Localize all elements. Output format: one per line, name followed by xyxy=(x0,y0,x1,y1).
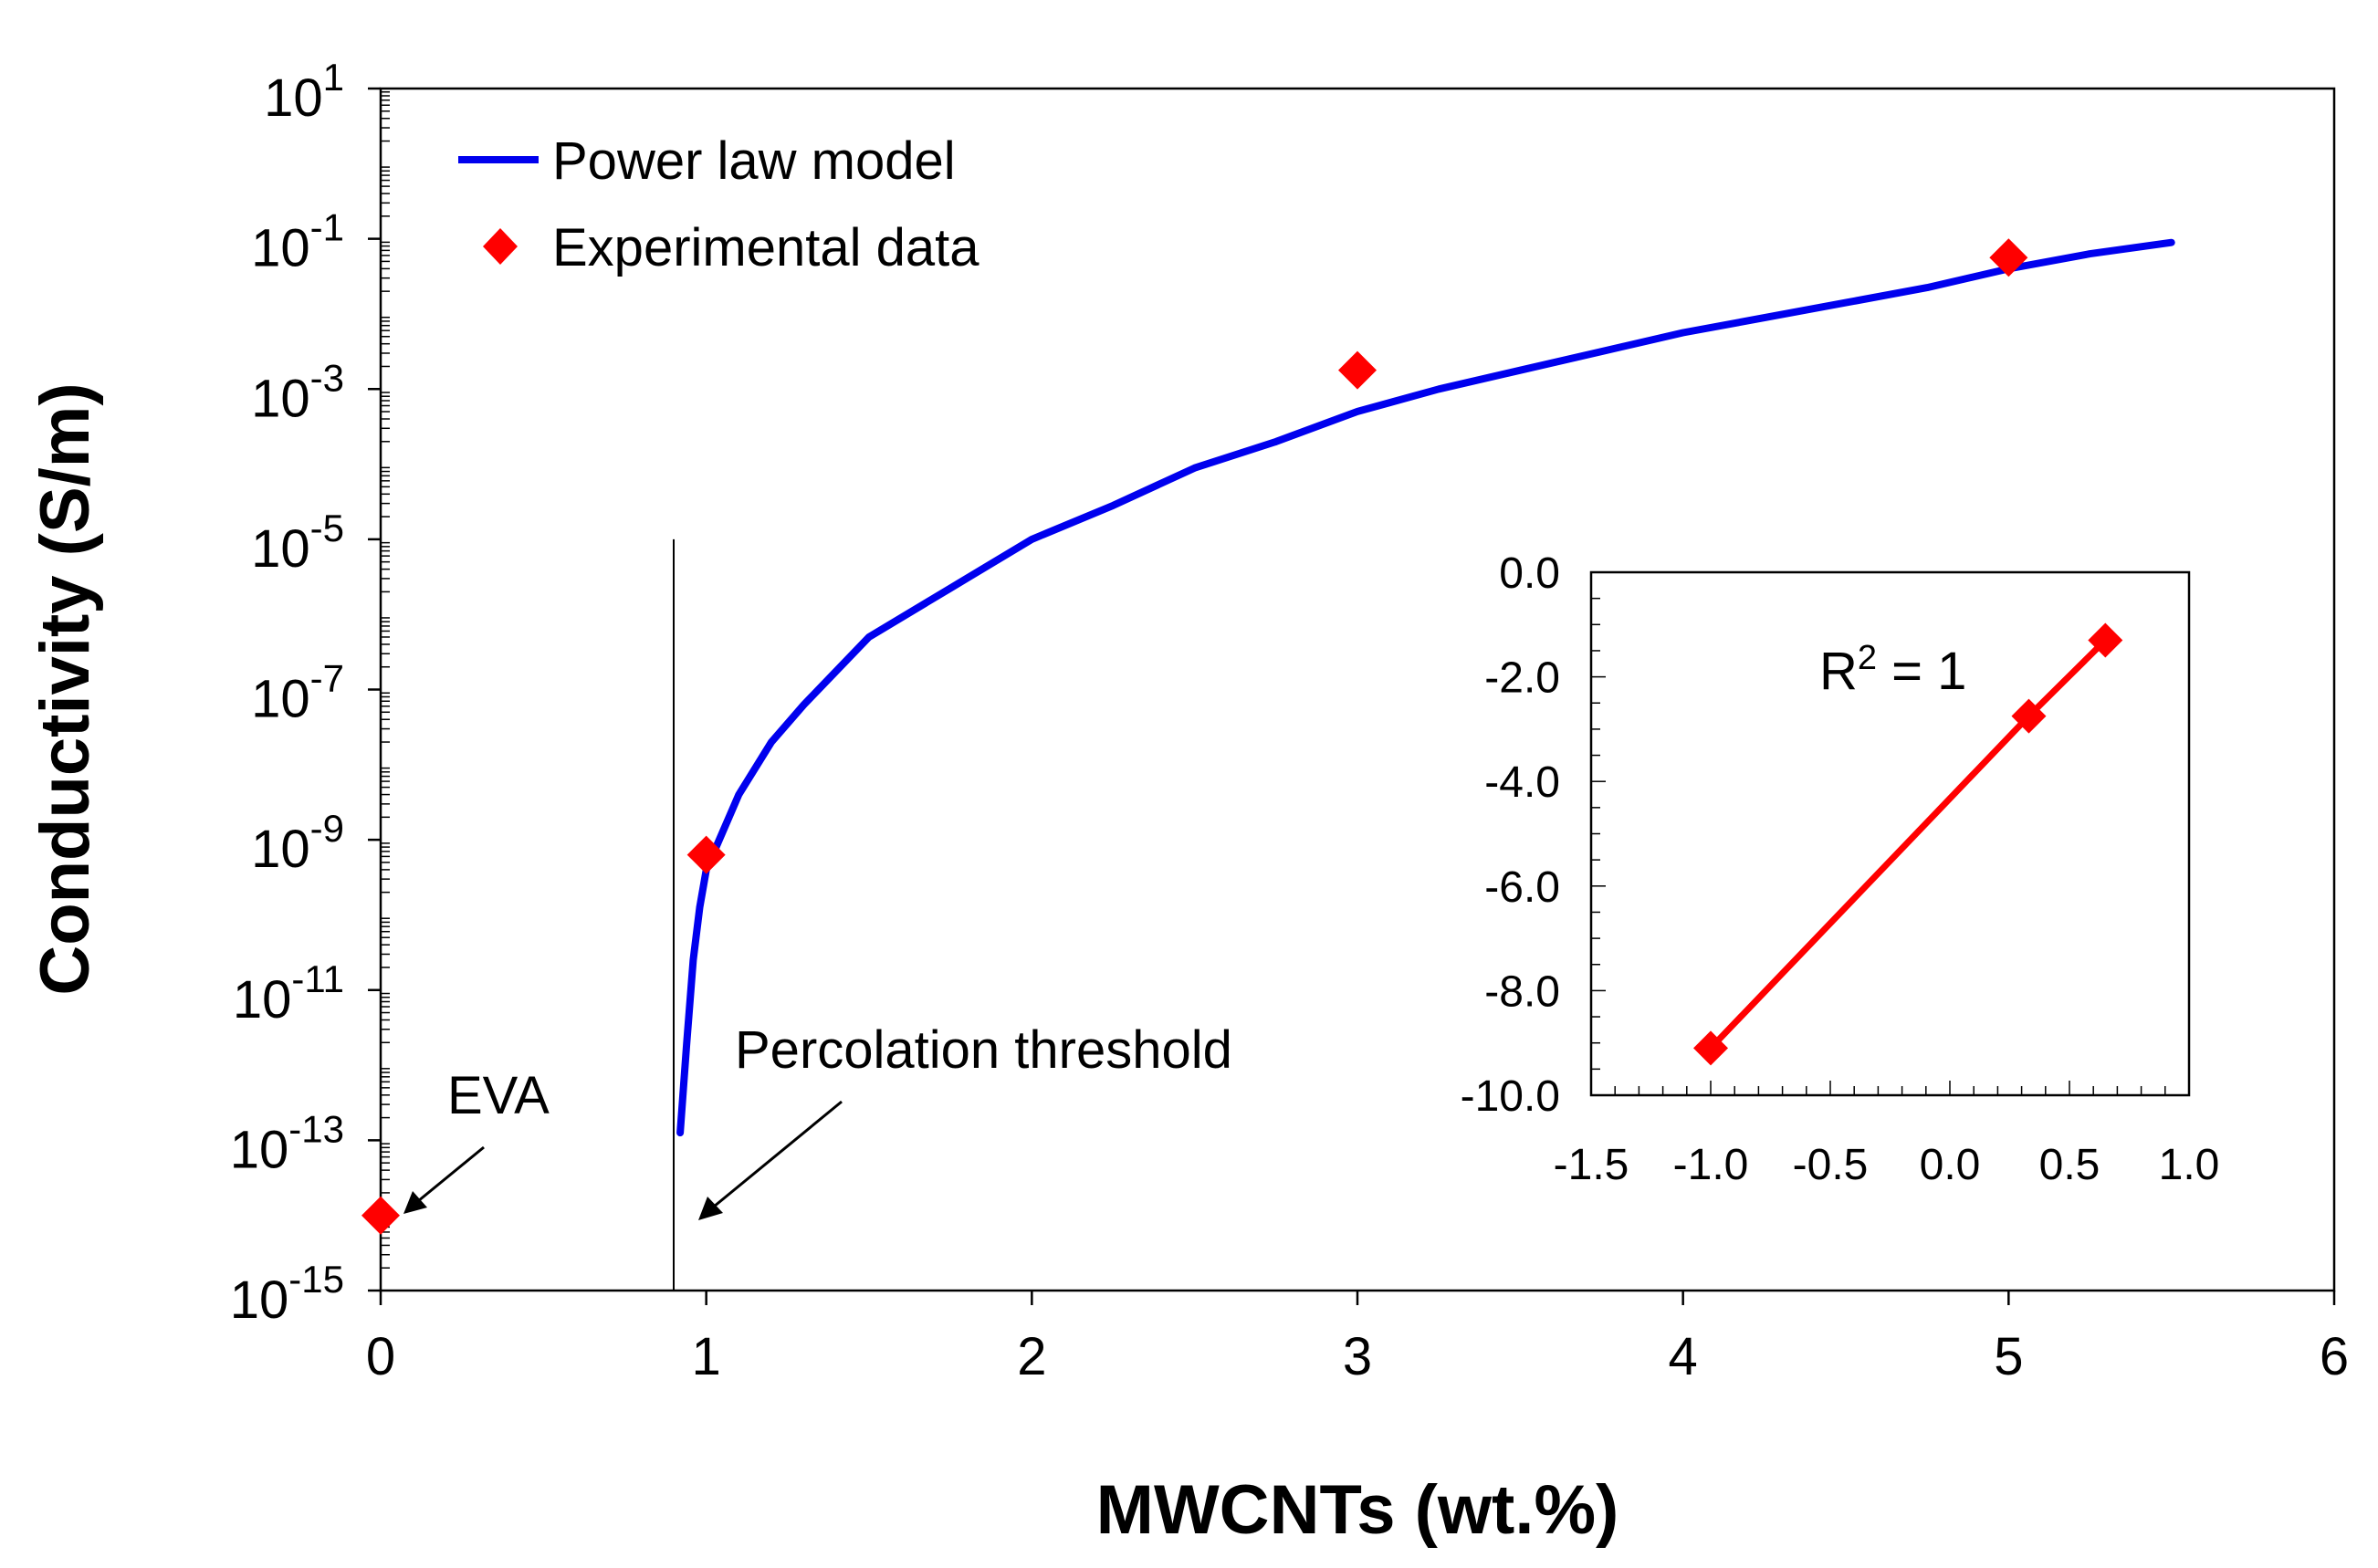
y-tick-label: 10-7 xyxy=(251,657,344,729)
eva-label: EVA xyxy=(447,1066,550,1125)
experimental-data-point xyxy=(686,835,726,874)
main-major-ticks xyxy=(368,87,2336,1305)
y-tick-label: 10-9 xyxy=(251,807,344,879)
percolation-arrow-line xyxy=(713,1100,843,1208)
y-tick-label: 10-11 xyxy=(233,957,344,1030)
experimental-data-point xyxy=(1989,238,2028,277)
inset-x-tick-label: -1.5 xyxy=(1554,1141,1629,1189)
inset-data-point xyxy=(2011,698,2047,734)
experimental-data-points xyxy=(361,238,2028,1235)
legend-label-experimental: Experimental data xyxy=(552,218,979,277)
inset-x-tick-label: 0.0 xyxy=(1920,1141,1981,1189)
legend-label-power-law: Power law model xyxy=(552,131,956,191)
x-tick-label: 6 xyxy=(2320,1327,2349,1386)
y-tick-label: 101 xyxy=(264,56,344,128)
inset-x-tick-label: -1.0 xyxy=(1673,1141,1749,1189)
r-squared-label: R2 = 1 xyxy=(1819,639,1966,701)
x-tick-label: 2 xyxy=(1017,1327,1046,1386)
y-tick-label: 10-13 xyxy=(230,1107,344,1179)
eva-arrow-head xyxy=(403,1191,427,1214)
inset-data-point xyxy=(2088,622,2123,658)
r-squared-suffix: = 1 xyxy=(1877,642,1966,701)
inset-ytick-labels: -10.0 -8.0 -6.0 -4.0 -2.0 0.0 xyxy=(1461,549,1560,1121)
y-axis-title: Conductivity (S/m) xyxy=(26,382,104,995)
inset-y-tick-label: -6.0 xyxy=(1484,863,1560,912)
x-axis-title: MWCNTs (wt.%) xyxy=(1096,1471,1619,1549)
x-tick-label: 3 xyxy=(1343,1327,1372,1386)
main-ytick-labels: 10-15 10-13 10-11 10-9 10-7 10-5 10-3 10-1 101 xyxy=(230,56,344,1330)
percolation-arrow-head xyxy=(698,1197,723,1220)
y-tick-label: 10-5 xyxy=(251,507,344,579)
eva-arrow-line xyxy=(417,1145,485,1203)
inset-x-tick-label: 0.5 xyxy=(2039,1141,2100,1189)
x-tick-label: 5 xyxy=(1994,1327,2023,1386)
percolation-threshold-label: Percolation threshold xyxy=(735,1020,1232,1080)
inset-data-points xyxy=(1693,622,2123,1066)
annotation-eva: EVA xyxy=(403,1066,550,1214)
main-minor-ticks xyxy=(381,91,390,1269)
legend: Power law model Experimental data xyxy=(458,131,979,277)
x-tick-label: 0 xyxy=(366,1327,395,1386)
inset-data-point xyxy=(1693,1030,1728,1066)
legend-diamond-swatch xyxy=(483,228,518,265)
experimental-data-point xyxy=(1338,350,1377,390)
inset-minor-ticks xyxy=(1590,571,2190,1096)
inset-y-tick-label: -2.0 xyxy=(1484,654,1560,703)
r-squared-superscript: 2 xyxy=(1858,639,1877,677)
y-tick-label: 10-15 xyxy=(230,1258,344,1330)
inset-y-tick-label: 0.0 xyxy=(1499,549,1560,598)
inset-y-tick-label: -4.0 xyxy=(1484,758,1560,807)
experimental-data-point xyxy=(361,1196,400,1235)
r-squared-prefix: R xyxy=(1819,642,1858,701)
inset-plot: -1.5 -1.0 -0.5 0.0 0.5 1.0 -10.0-8.0-6.0-4.0-… xyxy=(1461,549,2220,1189)
inset-y-tick-label: -8.0 xyxy=(1484,967,1560,1016)
x-tick-label: 1 xyxy=(692,1327,721,1386)
inset-y-tick-label: -10.0 xyxy=(1461,1072,1560,1121)
y-tick-label: 10-1 xyxy=(251,206,344,278)
y-tick-label: 10-3 xyxy=(251,356,344,428)
inset-x-tick-label: -0.5 xyxy=(1793,1141,1869,1189)
annotation-percolation: Percolation threshold xyxy=(698,1020,1232,1220)
x-tick-label: 4 xyxy=(1669,1327,1698,1386)
inset-xtick-labels: -1.5 -1.0 -0.5 0.0 0.5 1.0 xyxy=(1554,1141,2220,1189)
inset-x-tick-label: 1.0 xyxy=(2159,1141,2220,1189)
main-xtick-labels: 0 1 2 3 4 5 6 xyxy=(366,1327,2349,1386)
